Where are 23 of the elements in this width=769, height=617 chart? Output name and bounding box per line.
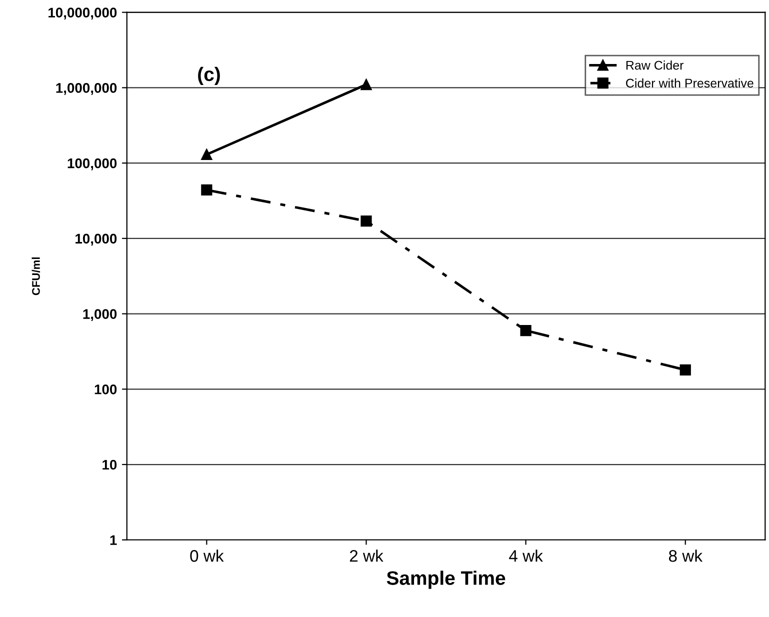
x-tick-label: 2 wk xyxy=(350,550,384,562)
x-tick-label: 4 wk xyxy=(509,550,543,562)
legend-label: Cider with Preservative xyxy=(626,78,754,88)
x-axis-title: Sample Time xyxy=(386,570,506,589)
annotation: (c) xyxy=(198,66,220,85)
y-tick-label: 10 xyxy=(102,460,117,470)
y-tick-label: 1 xyxy=(110,535,117,545)
y-axis-title: CFU/ml xyxy=(32,257,40,296)
y-tick-label: 100,000 xyxy=(68,158,117,170)
point xyxy=(360,79,372,90)
point xyxy=(360,216,372,227)
y-tick-label: 10,000,000 xyxy=(48,8,117,20)
legend-label: Raw Cider xyxy=(626,60,684,70)
point xyxy=(201,148,212,160)
point xyxy=(520,324,532,336)
point xyxy=(680,364,691,376)
x-tick-label: 0 wk xyxy=(190,550,224,562)
y-tick-label: 10,000 xyxy=(76,234,117,246)
y-tick-label: 1,000,000 xyxy=(56,83,117,95)
y-tick-label: 1,000 xyxy=(83,309,117,321)
point xyxy=(201,184,212,196)
x-tick-label: 8 wk xyxy=(668,550,703,562)
y-tick-label: 100 xyxy=(94,384,117,394)
